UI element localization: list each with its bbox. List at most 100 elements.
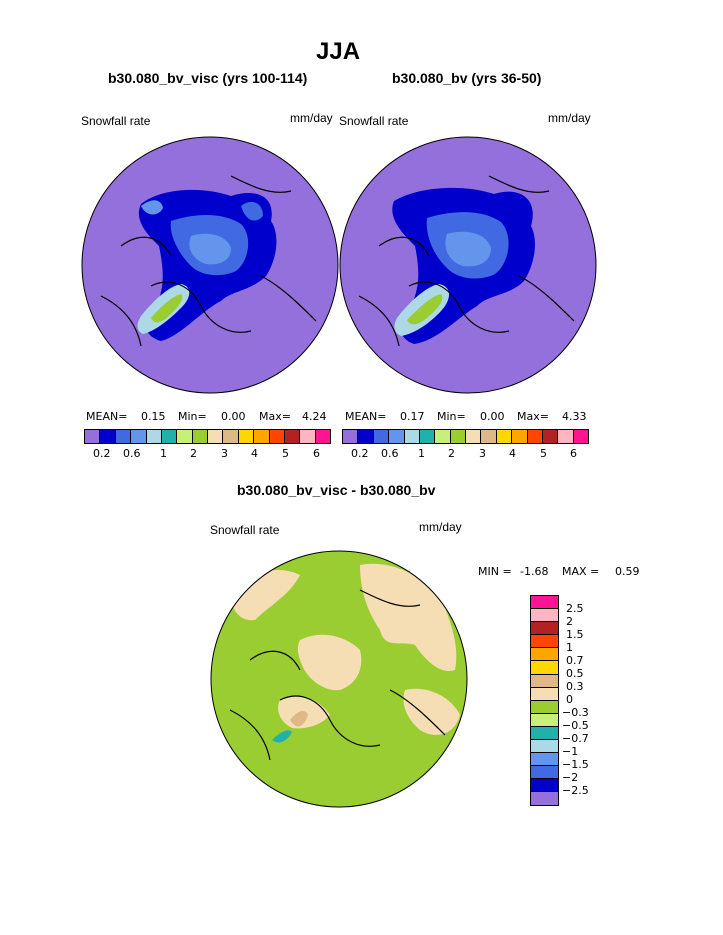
diff-negative-patch [272,730,292,743]
colorbar-swatch [300,430,316,443]
right-colorbar [342,429,589,444]
colorbar-swatch [389,430,405,443]
figure-title: JJA [316,38,361,65]
left-min-label: Min= [178,410,207,423]
colorbar-swatch [115,430,132,443]
diff-colorbar-swatch [531,622,558,636]
colorbar-swatch [146,430,162,443]
left-panel-title: b30.080_bv_visc (yrs 100-114) [108,70,308,86]
diff-colorbar-swatch [531,609,558,623]
colorbar-tick: 0.2 [93,447,111,460]
left-polar-map [81,136,339,394]
diff-colorbar-label: 1.5 [566,628,584,641]
coastline [358,175,575,347]
left-max-value: 4.24 [302,410,327,423]
colorbar-swatch [450,430,466,443]
colorbar-tick: 2 [448,447,455,460]
diff-colorbar-swatch [531,740,558,754]
colorbar-swatch [542,430,559,443]
colorbar-tick: 6 [313,447,320,460]
colorbar-swatch [192,430,208,443]
snow-region-core [189,233,231,265]
colorbar-swatch [466,430,482,443]
snow-greenland-peak [151,294,183,323]
colorbar-swatch [161,430,178,443]
diff-max-value: 0.59 [615,565,640,578]
diff-colorbar [530,595,559,806]
right-polar-map [339,136,597,394]
colorbar-swatch [481,430,497,443]
colorbar-tick: 0.2 [351,447,369,460]
diff-colorbar-swatch [531,674,558,688]
colorbar-swatch [85,430,101,443]
colorbar-swatch [558,430,574,443]
colorbar-swatch [404,430,420,443]
colorbar-swatch [512,430,528,443]
map-border [81,136,339,394]
diff-panel-title: b30.080_bv_visc - b30.080_bv [237,482,436,498]
diff-positive-patch [297,634,362,691]
colorbar-swatch [100,430,116,443]
diff-min-label: MIN = [478,565,512,578]
right-min-label: Min= [437,410,466,423]
right-mean-label: MEAN= [345,410,387,423]
diff-colorbar-label: 0.3 [566,680,584,693]
left-colorbar [84,429,331,444]
diff-polar-map [210,550,468,808]
colorbar-tick: 0.6 [123,447,141,460]
diff-colorbar-label: −0.5 [562,719,589,732]
colorbar-tick: 3 [479,447,486,460]
colorbar-swatch [177,430,193,443]
colorbar-tick: 2 [190,447,197,460]
colorbar-swatch [254,430,270,443]
right-min-value: 0.00 [480,410,505,423]
coastline [229,589,446,761]
left-max-label: Max= [259,410,291,423]
diff-colorbar-label: 0.5 [566,667,584,680]
diff-colorbar-label: −0.7 [562,732,589,745]
colorbar-tick: 1 [160,447,167,460]
snow-patch-1 [141,200,163,215]
left-variable-label: Snowfall rate [81,114,151,128]
left-min-value: 0.00 [221,410,246,423]
diff-variable-label: Snowfall rate [210,523,280,537]
right-units-label: mm/day [548,111,591,125]
diff-colorbar-swatch [531,661,558,675]
snow-greenland-peak [407,294,443,325]
colorbar-swatch [496,430,513,443]
colorbar-swatch [343,430,359,443]
colorbar-tick: 6 [570,447,577,460]
left-mean-label: MEAN= [86,410,128,423]
colorbar-tick: 0.6 [381,447,399,460]
coastline [100,175,317,347]
map-border [339,136,597,394]
colorbar-swatch [573,430,588,443]
right-max-value: 4.33 [562,410,587,423]
diff-colorbar-label: 1 [566,641,573,654]
colorbar-swatch [223,430,239,443]
map-border [210,550,468,808]
snow-region-core [445,231,491,267]
right-variable-label: Snowfall rate [339,114,409,128]
colorbar-swatch [527,430,543,443]
diff-colorbar-label: −0.3 [562,706,589,719]
diff-colorbar-label: 0.7 [566,654,584,667]
colorbar-swatch [131,430,147,443]
right-max-label: Max= [517,410,549,423]
colorbar-tick: 5 [282,447,289,460]
diff-colorbar-label: 2 [566,615,573,628]
diff-positive-patch [403,688,460,735]
colorbar-swatch [373,430,390,443]
colorbar-swatch [208,430,224,443]
colorbar-tick: 1 [418,447,425,460]
snow-patch-2 [241,201,263,221]
colorbar-swatch [284,430,301,443]
diff-colorbar-swatch [531,779,558,793]
diff-units-label: mm/day [419,520,462,534]
diff-colorbar-swatch [531,687,558,701]
diff-colorbar-label: −2.5 [562,784,589,797]
colorbar-tick: 4 [251,447,258,460]
diff-colorbar-swatch [531,753,558,767]
colorbar-swatch [435,430,451,443]
diff-colorbar-swatch [531,766,558,780]
